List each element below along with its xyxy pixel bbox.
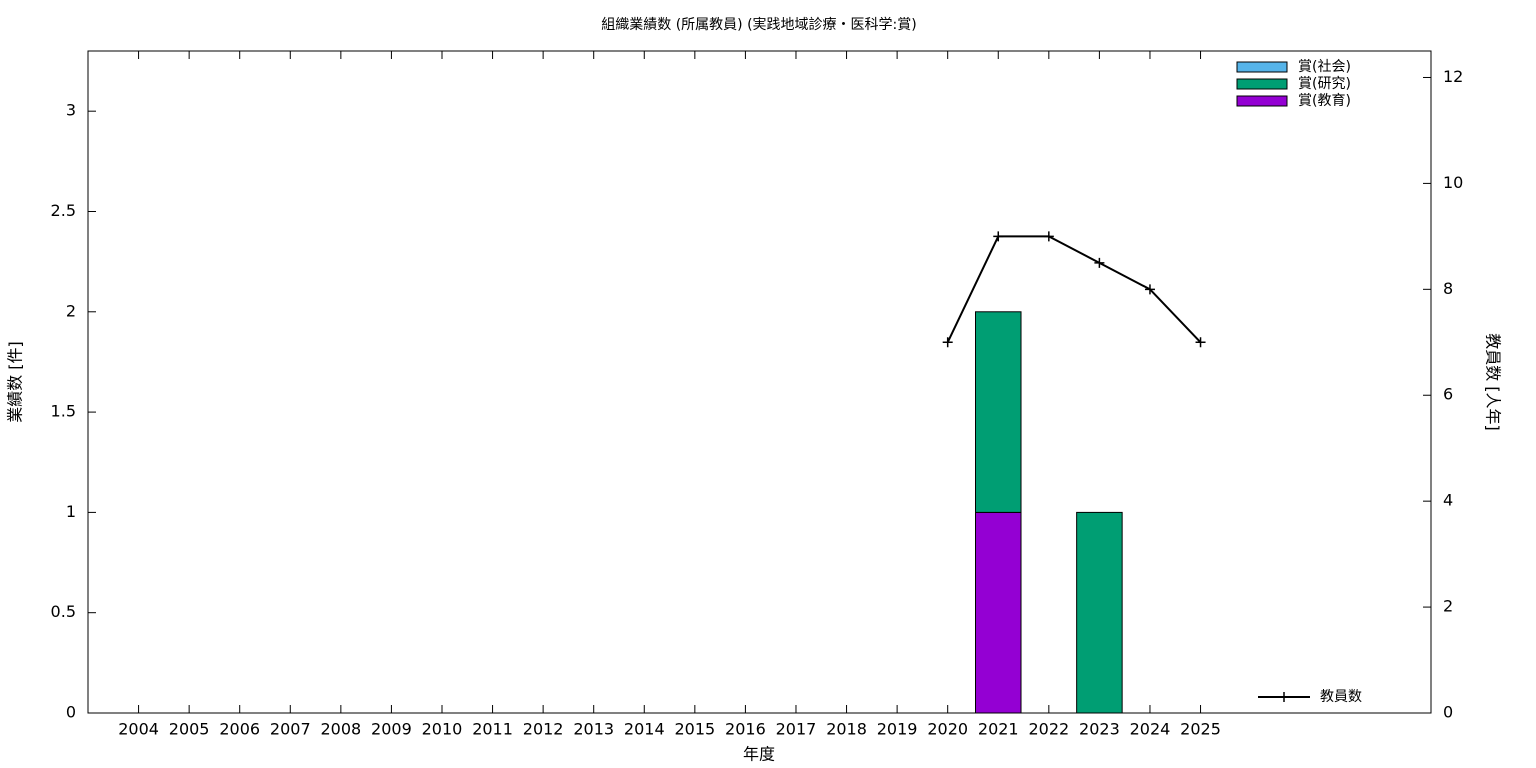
x-tick-label: 2012 xyxy=(523,720,564,739)
y2-axis-label: 教員数 [人年] xyxy=(1484,333,1503,431)
y2-tick-label: 4 xyxy=(1443,491,1453,510)
y-tick-label: 0 xyxy=(66,703,76,722)
x-tick-label: 2016 xyxy=(725,720,766,739)
x-tick-label: 2020 xyxy=(927,720,968,739)
bar xyxy=(1076,511,1123,714)
plot-frame xyxy=(87,50,1432,714)
y2-tick-label: 10 xyxy=(1443,173,1463,192)
legend-label: 賞(社会) xyxy=(1298,59,1351,75)
y-tick-label: 3 xyxy=(66,101,76,120)
y2-tick-label: 2 xyxy=(1443,597,1453,616)
line xyxy=(946,235,1202,343)
bar xyxy=(975,311,1022,513)
legend-label: 教員数 xyxy=(1320,689,1362,705)
y2-tick-label: 12 xyxy=(1443,67,1463,86)
x-tick-label: 2019 xyxy=(877,720,918,739)
point-marker xyxy=(1094,257,1105,268)
x-tick-label: 2010 xyxy=(422,720,463,739)
x-tick-label: 2025 xyxy=(1180,720,1221,739)
x-tick-label: 2004 xyxy=(118,720,159,739)
y-axis-label: 業績数 [件] xyxy=(6,341,25,423)
y2-tick-label: 6 xyxy=(1443,385,1453,404)
x-tick-label: 2023 xyxy=(1079,720,1120,739)
chart-title: 組織業績数 (所属教員) (実践地域診療・医科学:賞) xyxy=(601,16,916,33)
x-tick-label: 2024 xyxy=(1130,720,1171,739)
x-tick-label: 2021 xyxy=(978,720,1019,739)
legend-marker xyxy=(1279,692,1289,702)
point-marker xyxy=(993,231,1004,242)
bar xyxy=(975,511,1022,714)
x-tick-label: 2007 xyxy=(270,720,311,739)
point-marker xyxy=(1043,231,1054,242)
x-tick-label: 2008 xyxy=(320,720,361,739)
y-tick-label: 1.5 xyxy=(51,402,76,421)
y-tick-label: 0.5 xyxy=(51,602,76,621)
x-tick-label: 2015 xyxy=(674,720,715,739)
x-tick-label: 2011 xyxy=(472,720,513,739)
x-tick-label: 2017 xyxy=(776,720,817,739)
x-tick-label: 2022 xyxy=(1028,720,1069,739)
legend-label: 賞(教育) xyxy=(1298,93,1351,109)
y-tick-label: 2.5 xyxy=(51,201,76,220)
point-marker xyxy=(1144,284,1155,295)
x-tick-label: 2009 xyxy=(371,720,412,739)
x-tick-label: 2013 xyxy=(573,720,614,739)
x-axis-label: 年度 xyxy=(743,745,775,764)
x-tick-label: 2014 xyxy=(624,720,665,739)
y-tick-label: 1 xyxy=(66,502,76,521)
y2-tick-label: 0 xyxy=(1443,703,1453,722)
x-tick-label: 2005 xyxy=(169,720,210,739)
legend-swatch xyxy=(1236,95,1288,107)
legend-swatch xyxy=(1236,78,1288,90)
x-tick-label: 2018 xyxy=(826,720,867,739)
point-marker xyxy=(942,337,953,348)
point-marker xyxy=(1195,337,1206,348)
x-tick-label: 2006 xyxy=(219,720,260,739)
y2-tick-label: 8 xyxy=(1443,279,1453,298)
legend-label: 賞(研究) xyxy=(1298,76,1351,92)
legend-swatch xyxy=(1236,61,1288,73)
y-tick-label: 2 xyxy=(66,301,76,320)
